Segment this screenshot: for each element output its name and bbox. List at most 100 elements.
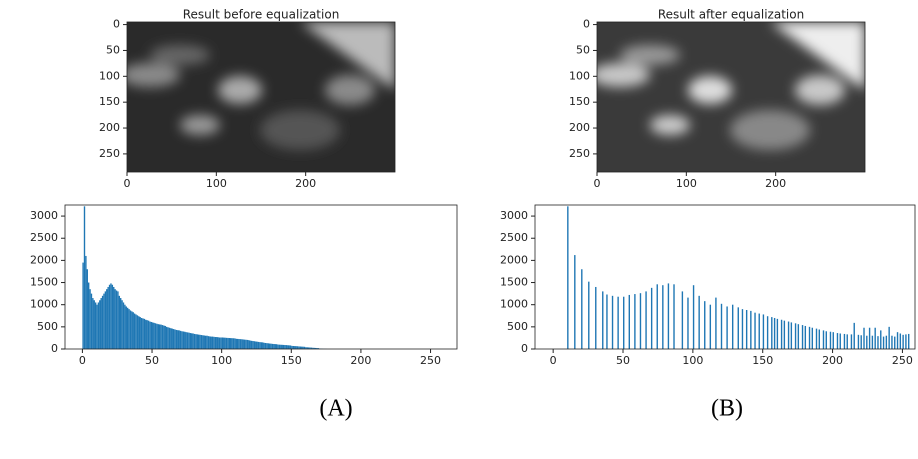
bar — [857, 334, 860, 349]
bar — [163, 325, 165, 349]
bar — [776, 318, 779, 349]
bar — [741, 309, 744, 349]
bar — [90, 293, 93, 349]
bar — [762, 314, 765, 349]
bar — [129, 310, 132, 349]
bar — [811, 327, 814, 349]
bar — [157, 324, 159, 349]
bar — [634, 294, 636, 349]
bar — [263, 342, 265, 349]
x-tick-label: 100 — [676, 177, 697, 190]
bar — [93, 300, 95, 349]
bar — [611, 295, 614, 349]
bar — [231, 338, 233, 349]
bar — [156, 323, 158, 349]
bar — [306, 347, 308, 349]
bar — [650, 287, 653, 349]
bar — [836, 333, 839, 349]
bar — [808, 326, 811, 349]
bar — [234, 338, 236, 349]
bar — [882, 336, 885, 349]
bar — [99, 300, 101, 349]
bar — [179, 330, 182, 349]
bar — [273, 343, 275, 349]
bar — [186, 332, 189, 349]
bar — [165, 326, 168, 349]
bar — [241, 339, 243, 349]
axes-frame — [596, 21, 866, 173]
bar — [801, 325, 804, 349]
y-tick-label: 0 — [521, 342, 528, 355]
bar — [191, 333, 193, 349]
bar — [567, 206, 569, 349]
bar — [698, 295, 700, 349]
bar — [750, 310, 752, 349]
bar — [138, 316, 140, 349]
bar — [216, 337, 218, 349]
x-tick-label: 0 — [79, 354, 86, 367]
bar — [804, 325, 807, 349]
y-tick-label: 150 — [569, 95, 590, 108]
bar — [899, 333, 902, 349]
y-tick-label: 2000 — [30, 253, 58, 266]
bar — [145, 319, 147, 349]
bar — [662, 285, 664, 349]
bar — [149, 321, 151, 349]
bar — [161, 325, 164, 349]
bar — [305, 347, 307, 349]
bar — [628, 294, 630, 349]
bar — [310, 347, 313, 349]
bar — [227, 337, 229, 349]
bar — [309, 347, 311, 349]
bar — [188, 332, 190, 349]
bar — [177, 330, 179, 349]
bar — [303, 346, 306, 349]
bar — [245, 339, 247, 349]
bar — [602, 291, 604, 349]
x-tick-label: 250 — [420, 354, 441, 367]
bar — [238, 339, 240, 349]
y-tick-label: 0 — [113, 18, 120, 31]
bar — [135, 314, 137, 349]
bar — [260, 342, 263, 349]
bar — [726, 306, 728, 349]
bar — [236, 338, 239, 349]
bar — [202, 335, 204, 349]
bar — [818, 329, 820, 349]
bar — [874, 327, 876, 349]
bar — [94, 302, 97, 349]
bar — [773, 317, 776, 349]
bar — [168, 327, 171, 349]
bar — [253, 341, 256, 349]
bar — [175, 329, 178, 349]
bar — [846, 334, 848, 349]
bar — [142, 318, 144, 349]
bar — [709, 304, 712, 349]
bar — [269, 343, 271, 349]
bar — [259, 342, 261, 349]
bar — [122, 302, 125, 349]
bar — [136, 315, 139, 349]
bar — [787, 321, 790, 349]
bar — [843, 333, 846, 349]
x-tick-label: 0 — [594, 177, 601, 190]
bar — [152, 322, 154, 349]
bar — [264, 342, 267, 349]
bar — [239, 339, 242, 349]
bar — [825, 331, 827, 349]
y-tick-label: 0 — [51, 342, 58, 355]
bar — [673, 284, 675, 349]
bar — [100, 298, 102, 349]
bar — [288, 345, 290, 349]
bar — [737, 307, 739, 349]
x-tick-label: 50 — [616, 354, 630, 367]
caption: (B) — [711, 396, 743, 422]
image-a — [127, 22, 395, 172]
bar — [107, 286, 109, 349]
x-tick-label: 100 — [211, 354, 232, 367]
y-tick-label: 250 — [569, 147, 590, 160]
y-tick-label: 2500 — [30, 231, 58, 244]
bar — [223, 337, 225, 349]
bar — [262, 342, 264, 349]
bar — [595, 286, 597, 349]
